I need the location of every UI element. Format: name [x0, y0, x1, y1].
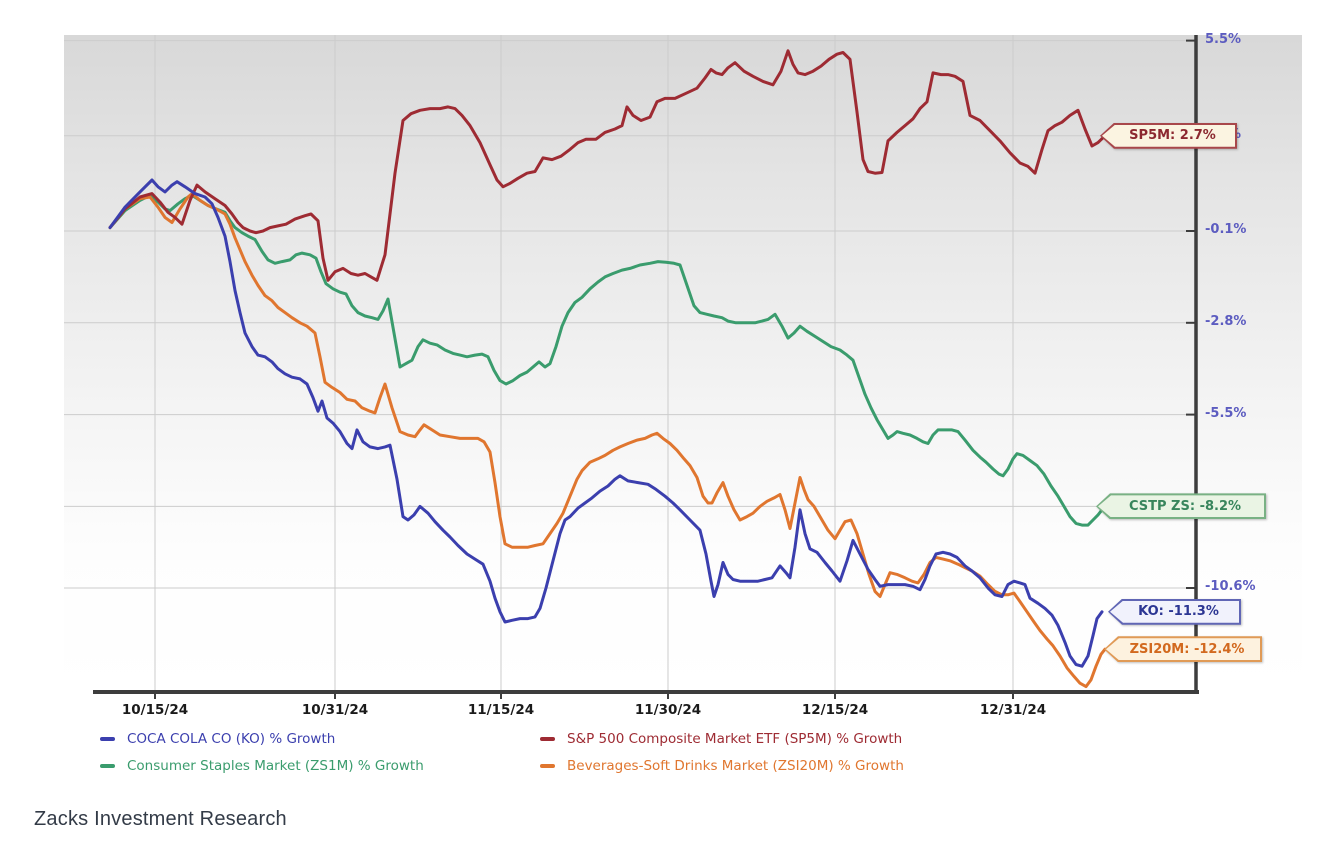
callout-cstp: CSTP ZS: -8.2% — [1096, 493, 1266, 520]
callout-label: CSTP ZS: -8.2% — [1098, 495, 1264, 518]
x-axis-tick-label: 11/15/24 — [467, 702, 535, 718]
callout-ko: KO: -11.3% — [1108, 598, 1241, 625]
series-line-sp5m — [108, 49, 1107, 282]
y-axis-tick-label: -10.6% — [1205, 579, 1256, 594]
y-axis-tick-label: -2.8% — [1205, 313, 1247, 329]
legend-item: S&P 500 Composite Market ETF (SP5M) % Gr… — [540, 731, 902, 747]
callout-label: ZSI20M: -12.4% — [1106, 638, 1260, 661]
legend-swatch-icon — [540, 764, 555, 768]
y-axis-tick-label: 5.5% — [1205, 31, 1242, 47]
series-line-ko — [108, 178, 1104, 668]
callout-label: KO: -11.3% — [1110, 600, 1239, 623]
series-line-zs1m — [108, 193, 1107, 527]
legend-item-label: Consumer Staples Market (ZS1M) % Growth — [127, 758, 424, 774]
legend-swatch-icon — [540, 737, 555, 741]
x-axis-tick-label: 11/30/24 — [634, 702, 702, 718]
legend-item: Beverages-Soft Drinks Market (ZSI20M) % … — [540, 758, 904, 774]
y-axis-tick-label: -0.1% — [1205, 222, 1247, 237]
legend-item-label: Beverages-Soft Drinks Market (ZSI20M) % … — [567, 758, 904, 774]
callout-sp5m: SP5M: 2.7% — [1100, 122, 1237, 149]
x-axis-tick-label: 12/31/24 — [979, 702, 1047, 718]
legend-item: Consumer Staples Market (ZS1M) % Growth — [100, 758, 424, 774]
legend-swatch-icon — [100, 737, 115, 741]
legend-item-label: COCA COLA CO (KO) % Growth — [127, 731, 336, 747]
source-attribution: Zacks Investment Research — [34, 808, 287, 830]
y-axis-tick-label: -5.5% — [1205, 405, 1247, 421]
x-axis-tick-label: 10/31/24 — [301, 702, 369, 718]
legend-item-label: S&P 500 Composite Market ETF (SP5M) % Gr… — [567, 731, 903, 747]
callout-zsi20m: ZSI20M: -12.4% — [1104, 636, 1262, 663]
callout-label: SP5M: 2.7% — [1102, 124, 1235, 147]
legend-item: COCA COLA CO (KO) % Growth — [100, 731, 335, 747]
legend-swatch-icon — [100, 764, 115, 768]
x-axis-tick-label: 10/15/24 — [121, 702, 189, 718]
series-line-zsi20m — [108, 192, 1107, 689]
x-axis-tick-label: 12/15/24 — [801, 702, 869, 718]
